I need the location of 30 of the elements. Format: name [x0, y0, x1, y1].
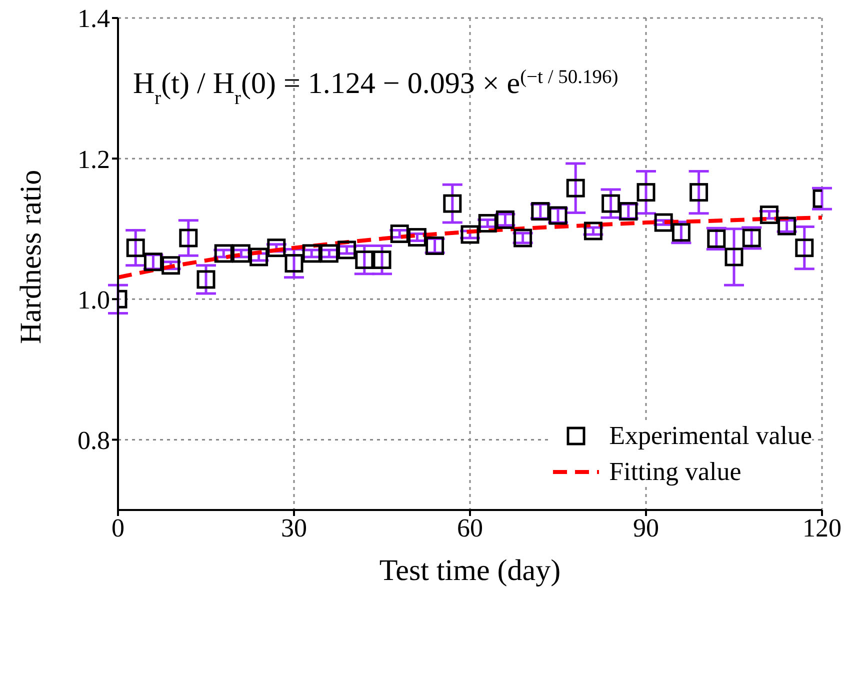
x-tick-label: 120 [802, 513, 842, 542]
point [284, 254, 304, 273]
x-tick-label: 30 [281, 513, 307, 542]
point [602, 194, 620, 213]
point [443, 194, 462, 213]
point [514, 228, 532, 248]
point [724, 248, 744, 266]
point [460, 225, 480, 244]
y-axis-title: Hardness ratio [14, 170, 48, 344]
y-tick-label: 1.0 [78, 285, 110, 314]
x-tick-label: 60 [457, 513, 483, 542]
y-tick-label: 1.4 [78, 4, 110, 34]
point [636, 183, 656, 202]
x-tick-label: 90 [633, 513, 659, 542]
point [355, 250, 374, 270]
legend-label: Fitting value [609, 457, 742, 487]
x-axis-title: Test time (day) [379, 554, 561, 587]
y-tick-label: 0.8 [78, 426, 110, 455]
annotation: H$_{r}$(t) / H$_{r}$(0) = 1.124 − 0.093 × e$^{(−t / 50.196)}$ [133, 66, 618, 108]
point [179, 228, 198, 248]
point [126, 238, 145, 258]
x-tick-label: 0 [112, 513, 124, 542]
point [584, 222, 602, 240]
point [690, 183, 708, 202]
point [795, 238, 814, 258]
point [372, 250, 392, 270]
legend-label: Experimental value [609, 421, 812, 451]
y-tick-label: 1.2 [78, 144, 110, 174]
point [196, 270, 216, 289]
point [566, 178, 585, 198]
